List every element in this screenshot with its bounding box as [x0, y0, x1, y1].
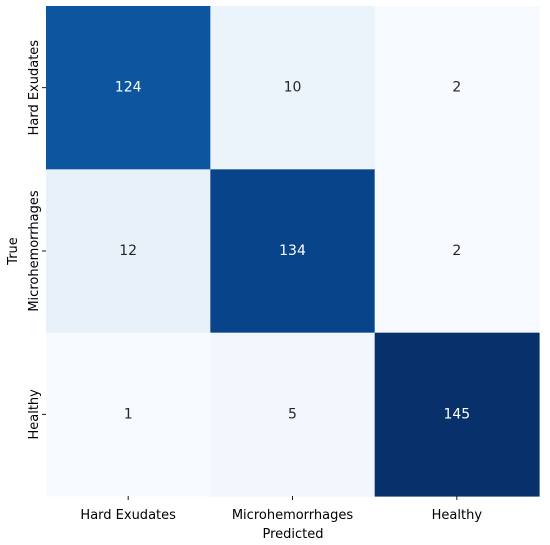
y-tick-label-2: Healthy [27, 389, 42, 440]
heatmap-cell-r2-c1 [210, 332, 376, 497]
y-axis-title: True [6, 237, 21, 266]
heatmap-cell-label-r2-c2: 145 [443, 406, 470, 422]
heatmap-cell-r1-c1 [210, 169, 376, 334]
heatmap-cell-label-r1-c0: 12 [119, 243, 137, 259]
x-tick-label-0: Hard Exudates [80, 508, 176, 523]
heatmap-cell-r0-c1 [210, 6, 376, 170]
y-tick-label-0: Hard Exudates [27, 40, 42, 136]
heatmap-cell-label-r1-c1: 134 [279, 243, 306, 259]
x-tick-label-1: Microhemorrhages [232, 508, 354, 523]
heatmap-cell-r0-c2 [374, 6, 540, 170]
heatmap-cell-label-r1-c2: 2 [452, 243, 461, 259]
heatmap-cell-r1-c2 [374, 169, 540, 334]
heatmap-cells: 124 10 2 12 134 2 1 5 145 [46, 6, 540, 497]
axis-ticks: Hard Exudates Microhemorrhages Healthy Hard… [27, 40, 482, 523]
x-tick-label-2: Healthy [432, 508, 483, 523]
heatmap-cell-r2-c2 [374, 332, 540, 497]
y-tick-label-1: Microhemorrhages [27, 190, 42, 312]
heatmap-cell-r2-c0 [46, 332, 211, 497]
x-axis-title: Predicted [262, 527, 323, 542]
heatmap-cell-r0-c0 [46, 6, 211, 170]
heatmap-cell-label-r2-c0: 1 [124, 406, 133, 422]
heatmap-cell-label-r0-c1: 10 [284, 80, 302, 96]
heatmap-cell-label-r2-c1: 5 [288, 406, 297, 422]
heatmap-cell-label-r0-c0: 124 [115, 80, 142, 96]
heatmap-cell-r1-c0 [46, 169, 211, 334]
heatmap-cell-label-r0-c2: 2 [452, 80, 461, 96]
